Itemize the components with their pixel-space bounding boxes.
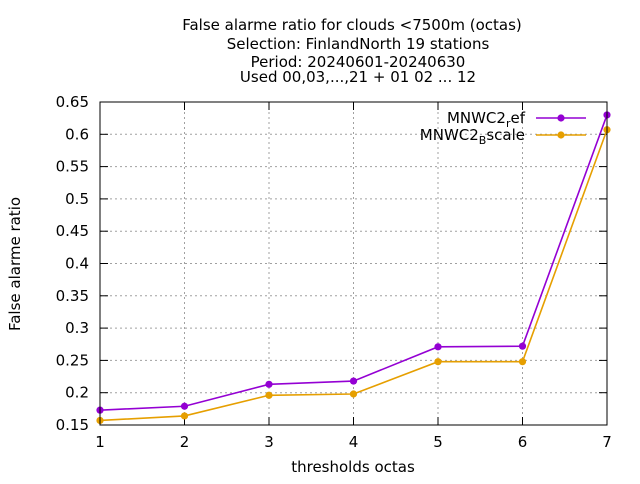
series-2-point bbox=[265, 391, 273, 399]
series-2-point bbox=[434, 358, 442, 366]
x-tick-label: 5 bbox=[433, 433, 443, 451]
legend-marker-2 bbox=[557, 131, 565, 139]
y-tick-label: 0.65 bbox=[56, 93, 89, 111]
series-1-point bbox=[349, 377, 358, 385]
title-line-2: Selection: FinlandNorth 19 stations bbox=[227, 35, 490, 53]
legend-label-2: MNWC2Bscale bbox=[420, 126, 525, 147]
legend-label-1: MNWC2ref bbox=[447, 109, 526, 130]
title-line-1: False alarme ratio for clouds <7500m (oc… bbox=[182, 16, 522, 34]
legend-marker-1 bbox=[557, 114, 565, 122]
y-tick-label: 0.55 bbox=[56, 158, 89, 176]
x-tick-label: 3 bbox=[264, 433, 274, 451]
y-tick-label: 0.25 bbox=[56, 351, 89, 369]
title-line-4: Used 00,03,...,21 + 01 02 ... 12 bbox=[240, 68, 476, 86]
series-2-point bbox=[349, 390, 358, 398]
x-axis-label: thresholds octas bbox=[291, 458, 415, 476]
series-1-point bbox=[180, 402, 189, 410]
y-tick-label: 0.5 bbox=[65, 190, 89, 208]
series-1-point bbox=[518, 342, 527, 350]
series-2-point bbox=[180, 412, 189, 420]
x-tick-label: 7 bbox=[602, 433, 612, 451]
series-1-point bbox=[434, 343, 442, 351]
plot-border bbox=[99, 101, 608, 426]
x-tick-label: 2 bbox=[180, 433, 190, 451]
y-tick-label: 0.2 bbox=[65, 384, 89, 402]
y-axis-label: False alarme ratio bbox=[6, 197, 24, 331]
y-axis-ticks: 0.15 0.2 0.25 0.3 0.35 0.4 0.45 0.5 0.55 0.6 0.65 bbox=[56, 93, 607, 434]
series-1-point bbox=[265, 380, 273, 388]
title-line-3: Period: 20240601-20240630 bbox=[251, 53, 466, 71]
x-tick-label: 6 bbox=[518, 433, 528, 451]
data-series bbox=[96, 111, 611, 425]
series-2-point bbox=[518, 358, 527, 366]
grid-lines bbox=[100, 102, 607, 425]
y-tick-label: 0.45 bbox=[56, 222, 89, 240]
x-tick-label: 4 bbox=[349, 433, 359, 451]
chart-title: False alarme ratio for clouds <7500m (oc… bbox=[182, 16, 522, 86]
x-tick-label: 1 bbox=[95, 433, 105, 451]
y-tick-label: 0.35 bbox=[56, 287, 89, 305]
y-tick-label: 0.4 bbox=[65, 255, 89, 273]
y-tick-label: 0.6 bbox=[65, 125, 89, 143]
y-tick-label: 0.15 bbox=[56, 416, 89, 434]
y-tick-label: 0.3 bbox=[65, 319, 89, 337]
